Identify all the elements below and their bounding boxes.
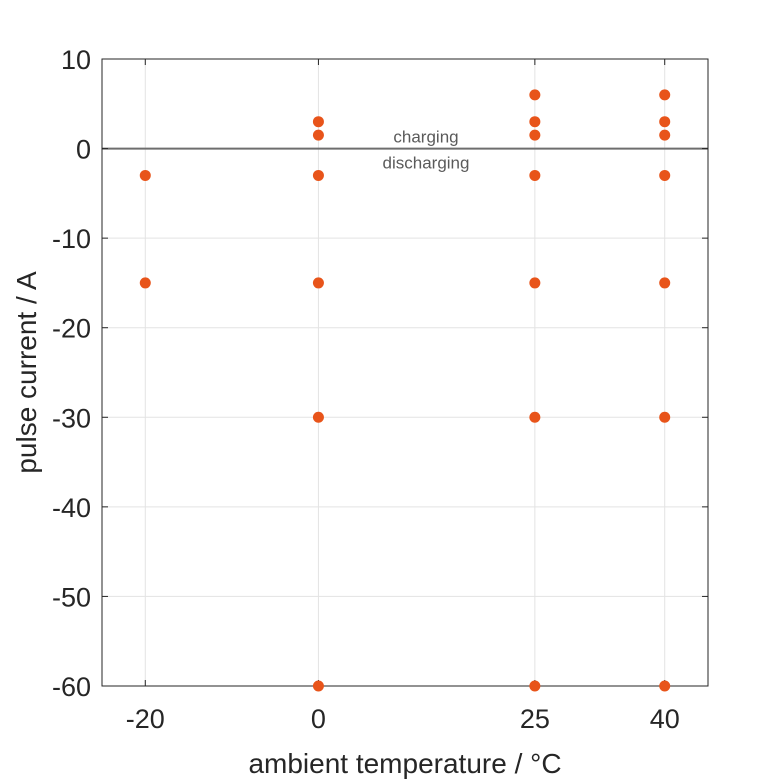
- data-point: [529, 411, 541, 423]
- y-axis-title: pulse current / A: [11, 271, 42, 474]
- y-tick-label: 10: [61, 45, 91, 75]
- data-point: [312, 411, 324, 423]
- data-point: [529, 169, 541, 181]
- x-tick-label: 25: [520, 704, 550, 734]
- data-point: [312, 169, 324, 181]
- data-point: [659, 680, 671, 692]
- y-tick-label: -40: [52, 493, 91, 523]
- data-point: [659, 129, 671, 141]
- discharging-annotation: discharging: [383, 154, 470, 173]
- charging-annotation: charging: [393, 128, 458, 147]
- data-point: [312, 680, 324, 692]
- data-point: [659, 277, 671, 289]
- data-point: [139, 169, 151, 181]
- data-point: [529, 89, 541, 101]
- y-tick-label: -30: [52, 403, 91, 433]
- y-tick-label: -50: [52, 582, 91, 612]
- data-point: [529, 116, 541, 128]
- data-point: [312, 129, 324, 141]
- x-axis-title: ambient temperature / °C: [248, 748, 561, 779]
- y-tick-label: -60: [52, 672, 91, 702]
- x-tick-label: -20: [126, 704, 165, 734]
- y-tick-label: -20: [52, 314, 91, 344]
- data-point: [139, 277, 151, 289]
- x-tick-label: 40: [650, 704, 680, 734]
- data-points: [139, 89, 671, 692]
- data-point: [312, 277, 324, 289]
- data-point: [529, 680, 541, 692]
- x-axis-ticks: -20 0 25 40: [126, 59, 680, 734]
- y-tick-label: 0: [76, 135, 91, 165]
- data-point: [529, 129, 541, 141]
- data-point: [659, 89, 671, 101]
- x-tick-label: 0: [311, 704, 326, 734]
- y-axis-ticks: 10 0 -10 -20 -30 -40 -50 -60: [52, 45, 708, 702]
- data-point: [659, 169, 671, 181]
- plot-area-frame: [101, 58, 709, 687]
- data-point: [312, 116, 324, 128]
- data-point: [659, 116, 671, 128]
- data-point: [529, 277, 541, 289]
- y-tick-label: -10: [52, 224, 91, 254]
- data-point: [659, 411, 671, 423]
